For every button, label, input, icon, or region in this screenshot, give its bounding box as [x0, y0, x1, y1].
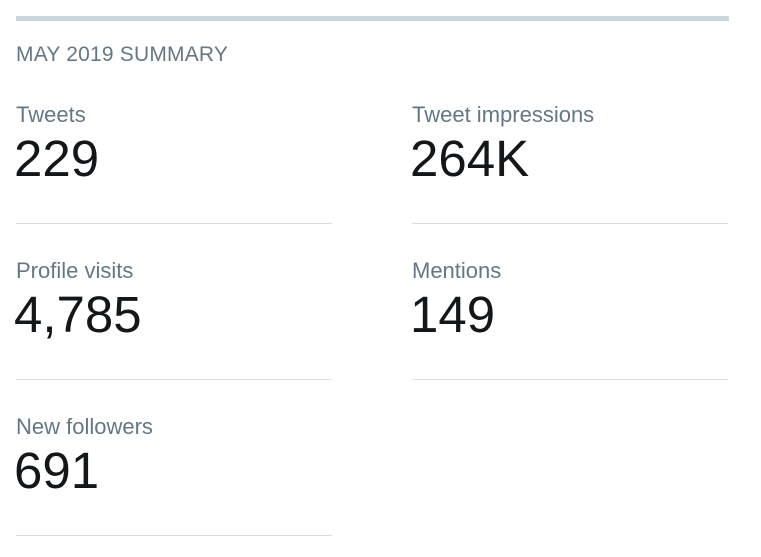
metric-divider	[412, 223, 728, 224]
metric-profile-visits: Profile visits 4,785	[14, 252, 332, 382]
metric-value: 229	[14, 130, 100, 187]
summary-card: MAY 2019 SUMMARY Tweets 229 Tweet impres…	[14, 16, 729, 536]
metric-value: 691	[14, 442, 100, 499]
metric-value: 4,785	[14, 286, 142, 343]
summary-title: MAY 2019 SUMMARY	[16, 43, 229, 66]
metric-label: New followers	[16, 414, 153, 439]
metric-label: Tweet impressions	[412, 102, 595, 127]
metric-label: Mentions	[412, 258, 502, 283]
metric-tweets: Tweets 229	[14, 96, 332, 226]
metric-label: Tweets	[16, 102, 86, 127]
metric-value: 264K	[410, 130, 530, 187]
metric-tweet-impressions: Tweet impressions 264K	[410, 96, 728, 226]
metric-label: Profile visits	[16, 258, 134, 283]
metric-new-followers: New followers 691	[14, 408, 332, 538]
top-rule	[16, 16, 729, 21]
metric-divider	[412, 379, 728, 380]
metric-divider	[16, 223, 332, 224]
metric-value: 149	[410, 286, 496, 343]
metric-divider	[16, 535, 332, 536]
metric-mentions: Mentions 149	[410, 252, 728, 382]
metric-divider	[16, 379, 332, 380]
